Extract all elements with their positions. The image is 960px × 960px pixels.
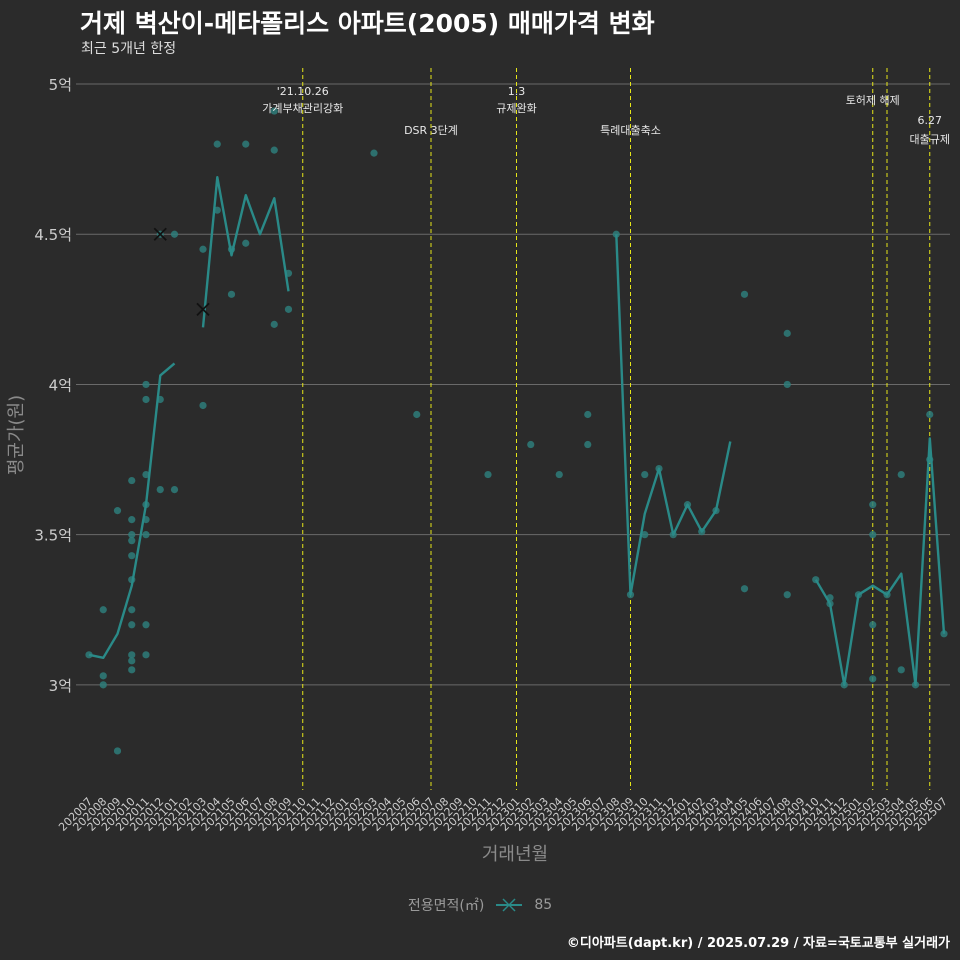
data-point — [227, 290, 236, 298]
y-tick-label: 4.5억 — [34, 226, 72, 244]
data-point — [897, 666, 905, 674]
data-point — [783, 591, 791, 599]
legend-label: 85 — [534, 897, 553, 913]
data-point — [142, 470, 150, 479]
data-point — [128, 516, 136, 524]
cross-marker — [196, 302, 210, 316]
event-label: 대출규제 — [910, 133, 950, 146]
data-point — [783, 380, 791, 389]
y-axis-title: 평균가(원) — [6, 395, 27, 475]
data-point — [242, 239, 250, 247]
data-point — [641, 531, 649, 539]
data-point — [869, 501, 877, 509]
data-point — [897, 470, 905, 479]
data-point — [99, 681, 107, 689]
data-point — [270, 320, 278, 328]
series-line-85 — [88, 362, 176, 659]
data-point — [270, 146, 278, 154]
data-point — [170, 230, 179, 238]
data-point — [740, 585, 749, 593]
data-point — [99, 606, 107, 614]
series-line-85 — [814, 437, 946, 687]
data-points — [85, 107, 948, 755]
event-label: 규제완화 — [496, 102, 536, 115]
series-line-85 — [615, 234, 732, 596]
data-point — [242, 140, 250, 148]
data-point — [128, 651, 136, 659]
data-point — [142, 621, 150, 629]
event-label: 특례대출축소 — [600, 124, 661, 137]
data-point — [284, 305, 293, 313]
legend-line-icon — [496, 898, 523, 912]
data-point — [869, 621, 877, 629]
data-point — [170, 485, 179, 494]
data-point — [113, 747, 122, 755]
data-point — [584, 440, 592, 449]
data-point — [199, 401, 207, 410]
data-point — [128, 657, 136, 665]
data-point — [128, 666, 136, 674]
data-point — [270, 107, 278, 115]
data-point — [584, 410, 592, 419]
data-point — [128, 552, 136, 560]
y-tick-label: 3.5억 — [34, 527, 72, 545]
series-lines — [88, 176, 946, 687]
data-point — [199, 245, 207, 253]
y-axis-labels: 3억 3.5억 4억 4.5억 5억 — [34, 76, 72, 695]
data-point — [740, 290, 749, 298]
x-axis-title: 거래년월 — [482, 844, 548, 865]
data-point — [99, 672, 107, 680]
x-axis-labels: 2020072020082020092020102020112020122021… — [56, 795, 950, 834]
data-point — [527, 440, 535, 449]
data-point — [128, 621, 136, 629]
data-point — [142, 651, 150, 659]
event-label: DSR 3단계 — [404, 124, 458, 137]
y-tick-label: 4억 — [49, 376, 72, 394]
cross-marker — [153, 227, 167, 241]
data-point — [142, 531, 150, 539]
data-point — [484, 470, 492, 479]
data-point — [128, 537, 136, 545]
data-point — [370, 149, 378, 157]
data-point — [926, 410, 934, 419]
data-point — [128, 606, 136, 614]
data-point — [113, 507, 122, 515]
data-point — [128, 476, 136, 485]
data-point — [783, 329, 791, 337]
data-point — [213, 140, 221, 148]
event-label: '21.10.26 — [277, 85, 329, 98]
data-point — [156, 485, 164, 494]
data-point — [142, 380, 150, 389]
event-label: 1.3 — [508, 85, 526, 98]
chart-subtitle: 최근 5개년 한정 — [81, 41, 177, 57]
data-point — [641, 470, 649, 479]
event-label: 토허제 해제 — [846, 93, 900, 107]
chart-title: 거제 벽산이-메타폴리스 아파트(2005) 매매가격 변화 — [80, 9, 655, 38]
event-label: 6.27 — [918, 114, 943, 127]
data-point — [413, 410, 421, 419]
y-tick-label: 5억 — [49, 76, 72, 94]
legend: 전용면적(㎡) 85 — [0, 895, 960, 915]
y-tick-label: 3억 — [49, 677, 72, 695]
event-label: 가계부채관리강화 — [262, 102, 343, 115]
data-point — [142, 395, 150, 404]
event-lines — [302, 68, 931, 790]
series-line-85 — [201, 176, 290, 328]
data-point — [869, 531, 877, 539]
grid-lines — [76, 83, 950, 686]
data-point — [869, 675, 877, 683]
data-point — [128, 531, 136, 539]
source-caption: ©디아파트(dapt.kr) / 2025.07.29 / 자료=국토교통부 실… — [566, 936, 950, 951]
legend-title: 전용면적(㎡) — [407, 898, 485, 914]
data-point — [555, 470, 563, 479]
